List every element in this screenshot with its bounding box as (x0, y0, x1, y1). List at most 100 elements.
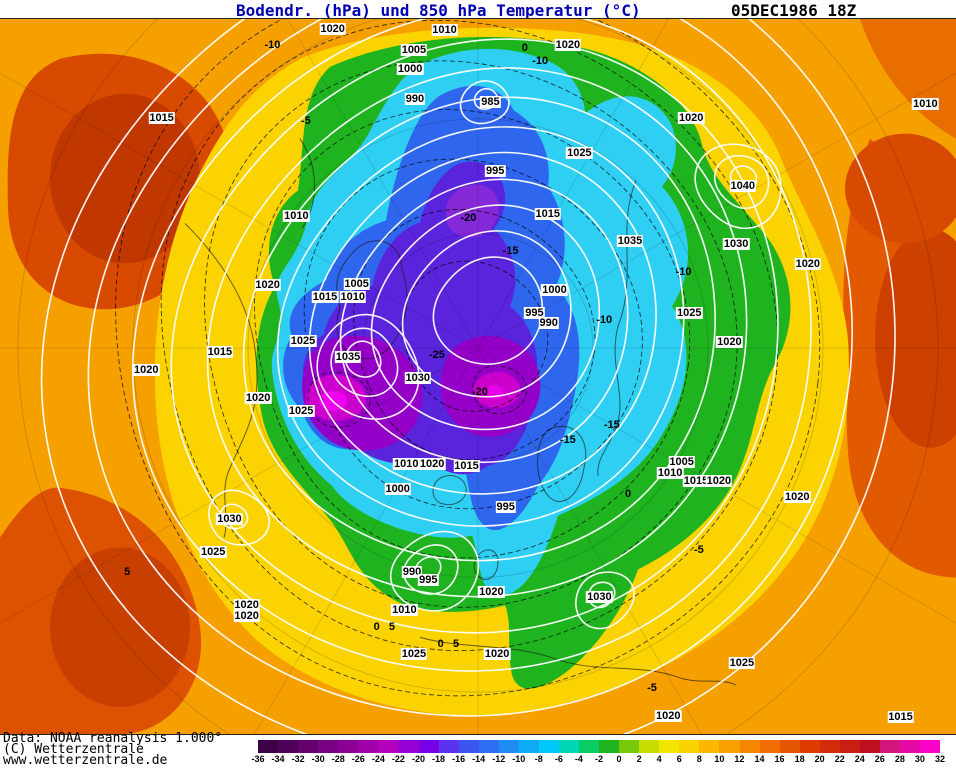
colorbar-tick: -34 (271, 754, 285, 764)
colorbar-tick: -10 (512, 754, 526, 764)
isobar-line (242, 96, 716, 562)
colorbar-tick: 30 (914, 754, 925, 764)
map-datetime: 05DEC1986 18Z (731, 1, 857, 20)
isobar-line (459, 80, 510, 125)
colorbar-cell (759, 740, 780, 753)
colorbar-cell (819, 740, 840, 753)
isobar-line (432, 256, 544, 365)
colorbar-tick: 20 (814, 754, 825, 764)
isotherm-line (402, 260, 549, 412)
isobar-line (713, 154, 770, 210)
colorbar-tick: 10 (714, 754, 725, 764)
isobar-line (208, 489, 271, 546)
colorbar-cell (518, 740, 539, 753)
colorbar-tick: -6 (554, 754, 563, 764)
colorbar-tick: 12 (734, 754, 745, 764)
colorbar-tick-labels: -36 -34 -32 -30 -28 -26 -24 -22 -20 -18 -16 -14 -12-… (251, 754, 945, 765)
isobar-line (308, 151, 657, 495)
credit-copyright: (C) Wetterzentrale (3, 742, 144, 757)
isotherm-line (204, 60, 738, 608)
colorbar-tick: -22 (391, 754, 405, 764)
colorbar-tick: 32 (934, 754, 946, 764)
colorbar-tick: 8 (696, 754, 702, 764)
colorbar-tick: -28 (331, 754, 345, 764)
isobar-line (276, 126, 685, 527)
colorbar-cell (579, 740, 600, 753)
colorbar-cell (619, 740, 640, 753)
colorbar-cell (458, 740, 479, 753)
colorbar-tick: -24 (371, 754, 385, 764)
isobar-line (401, 230, 572, 398)
colorbar-tick: 6 (676, 754, 682, 764)
colorbar-cell (478, 740, 499, 753)
colorbar-tick: 4 (656, 754, 662, 764)
colorbar-cell (639, 740, 660, 753)
colorbar-tick: -12 (492, 754, 506, 764)
temperature-field (0, 19, 956, 734)
colorbar-cell (438, 740, 459, 753)
isobar-line (339, 178, 629, 464)
colorbar-cell (558, 740, 579, 753)
colorbar-cell (258, 740, 279, 753)
colorbar-cell (900, 740, 921, 753)
colorbar-cell (699, 740, 720, 753)
isobar-line (389, 530, 480, 612)
weather-map: 1020 1010 1020 1005 1000 990 985 1015 1020 1010 10… (0, 18, 956, 735)
colorbar-tick: -14 (472, 754, 486, 764)
colorbar-cell (719, 740, 740, 753)
isobar-line (170, 38, 779, 634)
colorbar-tick: 24 (854, 754, 865, 764)
colorbar-cell (538, 740, 559, 753)
isobar-line (40, 19, 896, 734)
colorbar-cell (739, 740, 760, 753)
header: Bodendr. (hPa) und 850 hPa Temperatur (°… (0, 0, 956, 20)
isobar-contours (40, 19, 896, 734)
colorbar-tick: -36 (251, 754, 265, 764)
colorbar-tick: -4 (574, 754, 583, 764)
colorbar-cell (879, 740, 900, 753)
colorbar-cell (839, 740, 860, 753)
colorbar-cell (859, 740, 880, 753)
isobar-line (87, 19, 854, 717)
isobar-line (330, 327, 399, 398)
colorbar-tick: -20 (411, 754, 425, 764)
colorbar-tick: 18 (794, 754, 805, 764)
isotherm-line (353, 209, 596, 461)
isotherm-line (307, 371, 371, 428)
colorbar-cell (318, 740, 339, 753)
isobar-line (206, 67, 748, 598)
colorbar-tick: -8 (534, 754, 543, 764)
colorbar-cell (418, 740, 439, 753)
colorbar-cell (298, 740, 319, 753)
colorbar-cell (278, 740, 299, 753)
isotherm-line (472, 365, 527, 415)
weather-map-canvas (0, 19, 956, 734)
colorbar-cell (599, 740, 620, 753)
colorbar-tick: -2 (594, 754, 604, 764)
colorbar-tick: 22 (834, 754, 845, 764)
colorbar-cell (498, 740, 519, 753)
isobar-line (316, 313, 420, 420)
colorbar-tick: 2 (636, 754, 642, 764)
colorbar-cell (358, 740, 379, 753)
isotherm-line (160, 19, 779, 651)
colorbar-cell (378, 740, 399, 753)
colorbar-cell (338, 740, 359, 753)
colorbar-tick: -18 (432, 754, 446, 764)
colorbar-tick: 28 (894, 754, 905, 764)
map-title: Bodendr. (hPa) und 850 hPa Temperatur (°… (236, 1, 641, 20)
colorbar-tick: -26 (351, 754, 365, 764)
credit-website: www.wetterzentrale.de (3, 753, 168, 768)
colorbar-tick: -32 (291, 754, 305, 764)
colorbar-tick: 26 (874, 754, 885, 764)
isotherm-line (254, 109, 691, 559)
colorbar-cell (679, 740, 700, 753)
temperature-colorbar (258, 740, 941, 753)
colorbar-cell (920, 740, 941, 753)
credits: Data: NOAA reanalysis 1.000° (C) Wetterz… (3, 731, 223, 768)
colorbar-tick: 0 (616, 754, 622, 764)
colorbar-cell (779, 740, 800, 753)
colorbar-cell (398, 740, 419, 753)
credit-data-source: Data: NOAA reanalysis 1.000° (3, 731, 223, 746)
